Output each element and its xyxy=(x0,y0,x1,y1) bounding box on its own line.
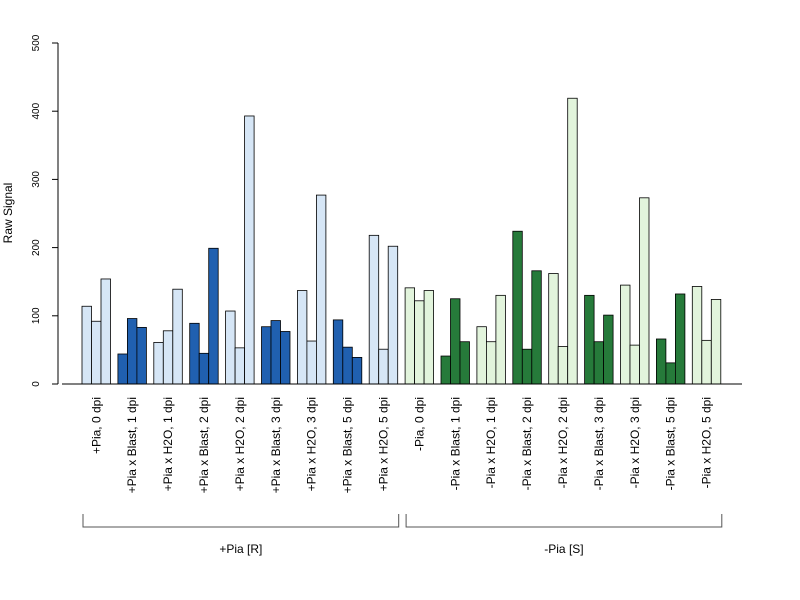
bar xyxy=(280,331,291,385)
y-axis: 0 100 200 300 400 500 xyxy=(31,34,59,387)
bar xyxy=(315,194,327,385)
bar xyxy=(567,97,578,385)
bar xyxy=(117,353,128,385)
bar xyxy=(476,326,487,385)
bar xyxy=(450,298,461,385)
bar xyxy=(296,290,308,385)
x-tick-label: +Pia x Blast, 1 dpi xyxy=(125,397,139,493)
x-tick-label: +Pia x H2O, 2 dpi xyxy=(233,397,247,491)
bar xyxy=(531,270,542,385)
y-tick-label: 500 xyxy=(31,34,42,51)
x-tick-label: -Pia x H2O, 3 dpi xyxy=(628,397,642,488)
x-tick-label: -Pia x H2O, 5 dpi xyxy=(700,397,714,488)
bar xyxy=(710,299,722,385)
bar xyxy=(629,344,640,385)
bar xyxy=(378,348,389,385)
bar xyxy=(404,287,416,385)
bar xyxy=(603,314,614,385)
y-tick-label: 300 xyxy=(31,171,42,188)
bar xyxy=(639,197,650,385)
bar xyxy=(81,305,92,385)
bar xyxy=(189,322,200,385)
bar xyxy=(162,330,174,385)
bar xyxy=(414,300,425,385)
bar xyxy=(656,338,667,385)
group-brackets: +Pia [R] -Pia [S] xyxy=(82,514,723,556)
bar xyxy=(440,355,451,385)
bar xyxy=(136,326,147,385)
bar xyxy=(584,294,595,385)
bar xyxy=(225,310,236,385)
bar xyxy=(127,318,138,385)
bar xyxy=(387,245,399,385)
bar xyxy=(351,357,363,385)
bar xyxy=(548,273,559,385)
bar xyxy=(423,290,435,385)
bar xyxy=(234,347,246,385)
bar xyxy=(306,340,317,385)
bar xyxy=(459,341,470,385)
bar xyxy=(244,115,255,385)
x-tick-label: +Pia x Blast, 5 dpi xyxy=(341,397,355,493)
group-label: -Pia [S] xyxy=(544,542,583,556)
bar xyxy=(593,341,604,385)
x-tick-label: +Pia x H2O, 3 dpi xyxy=(305,397,319,491)
bar xyxy=(342,346,353,385)
bar xyxy=(100,278,111,385)
y-tick-label: 0 xyxy=(31,381,42,387)
bars-layer xyxy=(81,97,722,385)
bar xyxy=(701,339,712,385)
bar xyxy=(270,320,281,385)
x-tick-label: -Pia x H2O, 1 dpi xyxy=(484,397,498,488)
bar xyxy=(368,234,380,385)
x-tick-label: -Pia, 0 dpi xyxy=(412,397,426,451)
x-tick-label: -Pia x H2O, 2 dpi xyxy=(556,397,570,488)
bar xyxy=(261,326,272,385)
group-label: +Pia [R] xyxy=(219,542,262,556)
x-tick-label: +Pia x H2O, 1 dpi xyxy=(161,397,175,491)
bar xyxy=(495,294,506,385)
bar xyxy=(172,288,183,385)
bar xyxy=(332,319,344,385)
group-bracket xyxy=(405,514,723,528)
y-axis-title: Raw Signal xyxy=(1,183,15,244)
x-tick-label: +Pia x Blast, 2 dpi xyxy=(197,397,211,493)
bar xyxy=(521,348,533,385)
bar xyxy=(620,284,631,385)
x-tick-label: -Pia x Blast, 1 dpi xyxy=(448,397,462,490)
bar xyxy=(153,341,164,385)
y-tick-label: 400 xyxy=(31,102,42,119)
x-tick-label: -Pia x Blast, 2 dpi xyxy=(520,397,534,490)
x-tick-label: +Pia x Blast, 3 dpi xyxy=(269,397,283,493)
x-tick-label: -Pia x Blast, 5 dpi xyxy=(664,397,678,490)
y-tick-label: 100 xyxy=(31,307,42,324)
bar xyxy=(691,286,703,385)
bar xyxy=(91,320,102,385)
x-tick-label: -Pia x Blast, 3 dpi xyxy=(592,397,606,490)
y-tick-label: 200 xyxy=(31,239,42,256)
bar xyxy=(675,293,686,385)
x-tick-label: +Pia, 0 dpi xyxy=(89,397,103,454)
bar xyxy=(485,341,497,385)
bar xyxy=(208,247,219,385)
bar xyxy=(557,346,569,385)
bar xyxy=(665,362,676,385)
group-bracket xyxy=(82,514,400,528)
x-axis-labels: +Pia, 0 dpi +Pia x Blast, 1 dpi +Pia x H2O… xyxy=(89,397,713,493)
x-tick-label: +Pia x H2O, 5 dpi xyxy=(376,397,390,491)
bar xyxy=(198,352,210,385)
bar xyxy=(512,230,523,385)
